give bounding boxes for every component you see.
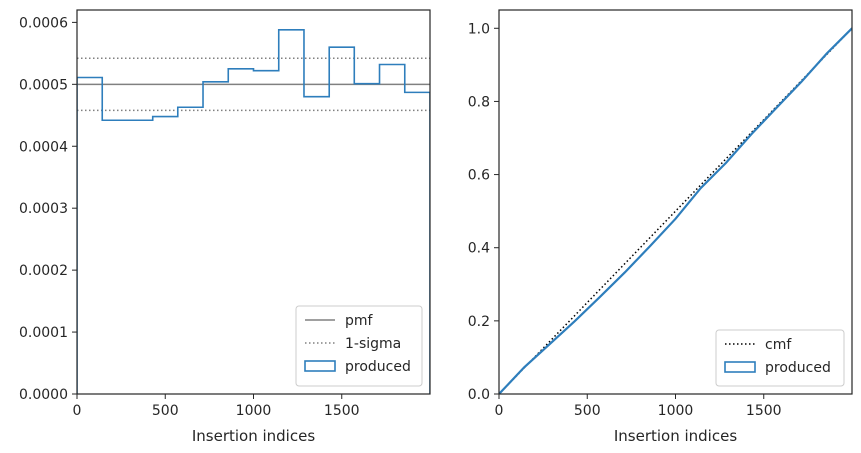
x-tick-label: 0 — [495, 403, 504, 419]
y-tick-label: 0.0002 — [19, 263, 68, 279]
legend-box — [295, 305, 423, 387]
y-tick-label: 0.6 — [468, 168, 490, 184]
x-tick-label: 500 — [574, 403, 601, 419]
x-tick-label: 1500 — [324, 403, 360, 419]
legend-handle — [724, 361, 756, 373]
left-chart: 0 500 1000 1500 0.0000 0.0001 0.0002 0.0003 0.00… — [19, 9, 431, 445]
plot-area — [499, 27, 852, 394]
y-tick-label: 0.0005 — [19, 77, 68, 93]
cmf-line — [499, 27, 852, 394]
right-chart: 0 500 1000 1500 0.0 0.2 0.4 0.6 0.8 1.0 Insertion … — [468, 9, 853, 445]
y-tick-label: 0.0 — [468, 387, 490, 403]
legend-handle — [304, 360, 336, 372]
y-tick-label: 0.8 — [468, 94, 490, 110]
x-tick-label: 0 — [73, 403, 82, 419]
y-tick-label: 0.2 — [468, 314, 490, 330]
legend-entry-1-sigma: 1-sigma — [345, 336, 401, 352]
x-tick-label: 500 — [152, 403, 179, 419]
plot-area — [77, 29, 430, 394]
y-tick-label: 0.0003 — [19, 201, 68, 217]
legend-entry-produced: produced — [345, 359, 411, 375]
x-tick-label: 1500 — [746, 403, 782, 419]
x-tick-label: 1000 — [236, 403, 272, 419]
legend-entry-pmf: pmf — [345, 313, 374, 329]
y-tick-label: 0.0000 — [19, 387, 68, 403]
y-tick-label: 0.4 — [468, 241, 490, 257]
legend-entry-cmf: cmf — [765, 337, 792, 353]
y-tick-label: 0.0004 — [19, 139, 68, 155]
produced-cumulative-line — [499, 27, 852, 394]
x-axis-label: Insertion indices — [614, 427, 737, 445]
x-tick-label: 1000 — [658, 403, 694, 419]
y-tick-label: 0.0001 — [19, 325, 68, 341]
y-tick-label: 0.0006 — [19, 15, 68, 31]
x-axis-label: Insertion indices — [192, 427, 315, 445]
y-tick-label: 1.0 — [468, 21, 490, 37]
legend: pmf 1-sigma produced — [295, 305, 423, 387]
produced-step-line — [77, 29, 430, 394]
legend: cmf produced — [715, 329, 845, 387]
legend-entry-produced: produced — [765, 360, 831, 376]
